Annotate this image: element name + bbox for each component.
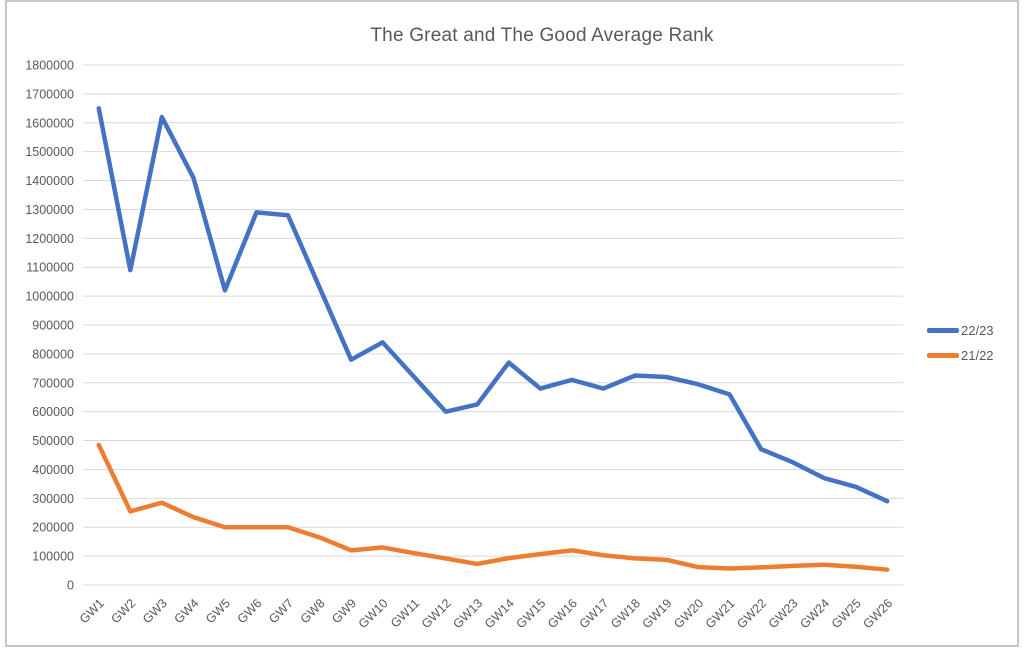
y-axis-tick-label: 1000000 [25, 290, 74, 304]
x-axis-tick-label: GW10 [356, 596, 391, 631]
chart-title: The Great and The Good Average Rank [370, 25, 714, 46]
x-axis-tick-label: GW3 [140, 596, 170, 626]
x-axis-tick-label: GW2 [108, 596, 138, 626]
legend-item-21-22: 21/22 [927, 348, 994, 363]
y-axis-tick-label: 0 [67, 579, 74, 593]
x-axis-tick-label: GW5 [203, 596, 233, 626]
y-axis-tick-label: 800000 [32, 347, 74, 361]
x-axis-tick-label: GW20 [671, 596, 706, 631]
x-axis-tick-label: GW17 [577, 596, 612, 631]
y-axis-tick-label: 100000 [32, 550, 74, 564]
y-axis-tick-label: 1600000 [25, 116, 74, 130]
y-axis-tick-label: 600000 [32, 405, 74, 419]
x-axis-tick-label: GW25 [829, 596, 864, 631]
x-axis-tick-label: GW24 [797, 596, 832, 631]
x-axis-tick-label: GW12 [419, 596, 454, 631]
y-axis-tick-label: 200000 [32, 521, 74, 535]
y-axis-tick-label: 700000 [32, 376, 74, 390]
y-axis-tick-label: 1700000 [25, 87, 74, 101]
x-axis-tick-label: GW21 [703, 596, 738, 631]
y-axis-tick-label: 1200000 [25, 232, 74, 246]
x-axis-tick-label: GW18 [608, 596, 643, 631]
x-axis-tick-label: GW22 [734, 596, 769, 631]
legend-swatch-22-23 [927, 328, 959, 333]
x-axis-tick-label: GW9 [329, 596, 359, 626]
x-axis-tick-label: GW14 [482, 596, 517, 631]
x-axis-tick-label: GW23 [766, 596, 801, 631]
x-axis-tick-label: GW8 [298, 596, 328, 626]
y-axis-tick-label: 1300000 [25, 203, 74, 217]
y-axis-tick-label: 900000 [32, 319, 74, 333]
x-axis-tick-label: GW19 [640, 596, 675, 631]
y-axis-tick-label: 1100000 [26, 261, 74, 275]
x-axis-tick-label: GW7 [266, 596, 296, 626]
x-axis-tick-label: GW1 [77, 596, 107, 626]
x-axis-tick-label: GW26 [860, 596, 895, 631]
y-axis-tick-label: 300000 [32, 492, 74, 506]
series-line-22-23 [96, 106, 890, 504]
y-axis-tick-label: 1500000 [25, 145, 74, 159]
x-axis-tick-label: GW4 [171, 596, 201, 626]
x-axis-tick-label: GW11 [388, 596, 422, 630]
y-axis-tick-label: 500000 [32, 434, 74, 448]
x-axis-tick-label: GW6 [235, 596, 265, 626]
legend-item-22-23: 22/23 [927, 323, 994, 338]
legend: 22/23 21/22 [927, 323, 994, 363]
x-axis-tick-label: GW15 [513, 596, 548, 631]
y-axis-tick-label: 400000 [32, 463, 74, 477]
y-axis-tick-label: 1400000 [25, 174, 74, 188]
x-axis-tick-label: GW16 [545, 596, 580, 631]
x-axis-tick-label: GW13 [450, 596, 485, 631]
legend-swatch-21-22 [927, 353, 959, 358]
legend-label-21-22: 21/22 [961, 348, 994, 363]
y-axis-tick-label: 1800000 [25, 59, 74, 73]
legend-label-22-23: 22/23 [961, 323, 994, 338]
series-line-21-22 [96, 442, 890, 572]
